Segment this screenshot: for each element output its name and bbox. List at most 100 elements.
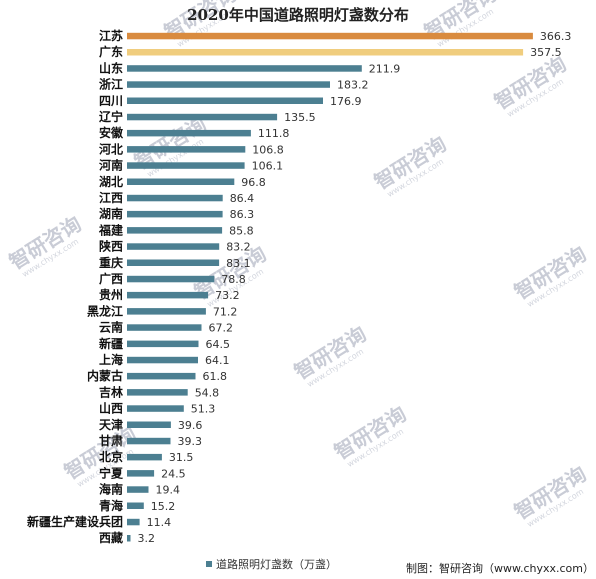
category-label: 浙江 bbox=[99, 77, 123, 92]
value-label: 39.3 bbox=[178, 435, 203, 448]
category-label: 宁夏 bbox=[99, 465, 124, 480]
value-label: 86.4 bbox=[230, 192, 255, 205]
bar-海南 bbox=[127, 486, 149, 493]
value-label: 78.8 bbox=[221, 273, 246, 286]
bar-贵州 bbox=[127, 291, 209, 299]
bar-天津 bbox=[127, 421, 171, 428]
category-label: 江西 bbox=[99, 190, 123, 205]
bar-内蒙古 bbox=[127, 372, 196, 380]
value-label: 64.1 bbox=[205, 354, 230, 367]
value-label: 106.8 bbox=[252, 143, 283, 156]
category-label: 广西 bbox=[99, 271, 123, 286]
category-label: 山东 bbox=[99, 60, 123, 75]
bar-安徽 bbox=[127, 129, 251, 137]
category-label: 河南 bbox=[98, 158, 123, 173]
source-credit: 制图：智研咨询（www.chyxx.com） bbox=[406, 561, 594, 575]
bar-福建 bbox=[127, 227, 223, 234]
value-label: 31.5 bbox=[169, 451, 194, 464]
value-label: 366.3 bbox=[540, 30, 572, 43]
value-label: 111.8 bbox=[258, 127, 290, 140]
bar-青海 bbox=[127, 502, 144, 509]
legend-swatch bbox=[206, 561, 212, 567]
bar-甘肃 bbox=[127, 437, 171, 445]
bar-湖北 bbox=[127, 178, 235, 185]
category-label: 安徽 bbox=[99, 125, 124, 140]
bar-新疆 bbox=[127, 340, 199, 348]
bar-四川 bbox=[127, 97, 323, 104]
chart-title: 2020年中国道路照明灯盏数分布 bbox=[187, 6, 409, 24]
category-label: 湖南 bbox=[99, 206, 123, 221]
category-label: 内蒙古 bbox=[87, 368, 123, 383]
category-label: 西藏 bbox=[99, 530, 123, 545]
value-label: 24.5 bbox=[161, 467, 186, 480]
category-label: 吉林 bbox=[99, 384, 123, 399]
category-label: 天津 bbox=[99, 417, 123, 432]
bar-新疆生产建设兵团 bbox=[127, 518, 140, 526]
value-label: 183.2 bbox=[337, 79, 369, 92]
category-label: 湖北 bbox=[99, 174, 123, 189]
bar-陕西 bbox=[127, 243, 220, 250]
category-label: 上海 bbox=[99, 352, 123, 367]
category-label: 陕西 bbox=[99, 239, 123, 254]
category-label: 黑龙江 bbox=[87, 303, 123, 318]
bar-河南 bbox=[127, 162, 245, 169]
value-label: 11.4 bbox=[147, 516, 172, 529]
value-label: 83.1 bbox=[226, 257, 251, 270]
category-label: 山西 bbox=[99, 401, 123, 416]
bar-广西 bbox=[127, 275, 215, 283]
bar-吉林 bbox=[127, 389, 188, 396]
bar-广东 bbox=[127, 49, 524, 56]
value-label: 67.2 bbox=[209, 322, 234, 335]
bar-西藏 bbox=[127, 535, 131, 542]
value-label: 15.2 bbox=[151, 500, 176, 513]
value-label: 64.5 bbox=[206, 338, 231, 351]
bar-云南 bbox=[127, 324, 202, 331]
category-label: 江苏 bbox=[99, 28, 123, 43]
legend-label: 道路照明灯盏数（万盏） bbox=[216, 557, 337, 571]
category-label: 河北 bbox=[98, 141, 123, 156]
value-label: 54.8 bbox=[195, 386, 220, 399]
value-label: 73.2 bbox=[215, 289, 240, 302]
bar-浙江 bbox=[127, 81, 330, 88]
category-label: 海南 bbox=[99, 482, 123, 497]
value-label: 51.3 bbox=[191, 403, 216, 416]
value-label: 61.8 bbox=[203, 370, 228, 383]
category-label: 青海 bbox=[99, 498, 123, 513]
category-label: 辽宁 bbox=[99, 109, 123, 124]
value-label: 85.8 bbox=[229, 224, 254, 237]
bar-湖南 bbox=[127, 210, 223, 218]
bar-河北 bbox=[127, 146, 246, 153]
value-label: 135.5 bbox=[284, 111, 316, 124]
value-label: 86.3 bbox=[230, 208, 255, 221]
value-label: 96.8 bbox=[241, 176, 265, 189]
value-label: 19.4 bbox=[156, 484, 181, 497]
bar-黑龙江 bbox=[127, 308, 206, 315]
value-label: 106.1 bbox=[252, 160, 284, 173]
category-label: 新疆 bbox=[99, 336, 123, 351]
bar-辽宁 bbox=[127, 113, 278, 121]
bar-group bbox=[127, 32, 533, 542]
bar-北京 bbox=[127, 453, 162, 461]
category-label: 贵州 bbox=[99, 287, 123, 302]
value-label: 39.6 bbox=[178, 419, 203, 432]
bar-山西 bbox=[127, 405, 184, 412]
value-label: 211.9 bbox=[369, 62, 401, 75]
category-label: 重庆 bbox=[99, 255, 123, 270]
category-label: 新疆生产建设兵团 bbox=[27, 514, 123, 529]
category-label: 云南 bbox=[99, 320, 123, 335]
value-label: 176.9 bbox=[330, 95, 362, 108]
bar-宁夏 bbox=[127, 470, 155, 477]
bar-上海 bbox=[127, 356, 198, 364]
value-label: 83.2 bbox=[226, 241, 251, 254]
bar-江苏 bbox=[127, 32, 533, 40]
category-label: 福建 bbox=[98, 222, 124, 237]
